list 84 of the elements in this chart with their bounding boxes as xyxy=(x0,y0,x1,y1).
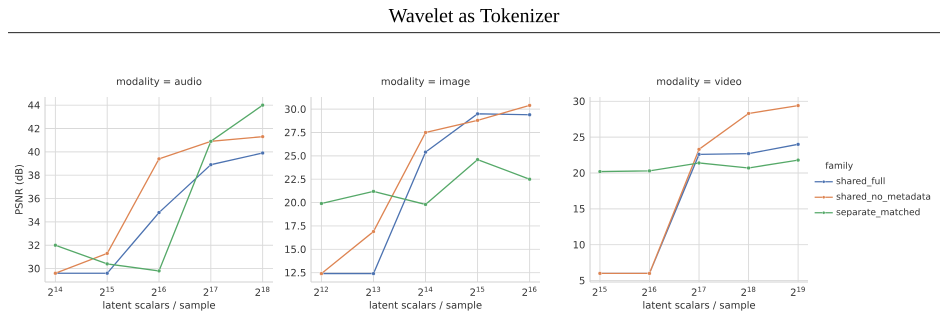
point xyxy=(528,112,532,117)
point xyxy=(696,147,702,152)
point xyxy=(423,130,428,135)
y-tick-label: 30.0 xyxy=(284,105,306,113)
y-tick-label: 42 xyxy=(28,124,40,132)
point xyxy=(371,229,376,234)
legend-label: shared_no_metadata xyxy=(836,192,930,202)
y-tick-label: 34 xyxy=(28,218,40,226)
point xyxy=(105,251,110,256)
y-tick-label: 30 xyxy=(28,264,40,272)
x-tick-label: 2$^{15}$ xyxy=(100,286,114,296)
point xyxy=(156,210,162,215)
chart-title: modality = audio xyxy=(116,77,202,87)
point xyxy=(156,268,162,273)
point xyxy=(208,162,213,167)
point xyxy=(796,142,800,146)
y-tick-label: 12.5 xyxy=(285,268,306,276)
point xyxy=(260,150,265,156)
legend-label: shared_full xyxy=(836,177,884,186)
point xyxy=(696,152,702,156)
y-tick-label: 27.5 xyxy=(284,128,306,136)
x-tick-label: 2$^{17}$ xyxy=(692,286,706,296)
y-axis-title: PSNR (dB) xyxy=(14,164,24,214)
y-tick-label: 25.0 xyxy=(284,152,306,160)
point xyxy=(796,104,800,108)
x-tick-label: 2$^{18}$ xyxy=(741,286,756,296)
y-tick-label: 44 xyxy=(28,102,40,109)
point xyxy=(260,103,265,108)
point xyxy=(371,189,376,194)
point xyxy=(156,156,162,161)
y-tick-label: 15.0 xyxy=(285,246,306,254)
y-tick-label: 36 xyxy=(28,194,40,202)
point xyxy=(423,150,428,154)
text: Wavelet as Tokenizer xyxy=(388,8,560,22)
point xyxy=(647,168,652,173)
point xyxy=(423,202,428,207)
point xyxy=(105,262,110,266)
point xyxy=(476,158,480,162)
x-tick-label: 2$^{19}$ xyxy=(790,286,805,296)
y-tick-label: 32 xyxy=(28,241,40,250)
y-tick-label: 10 xyxy=(574,240,585,248)
y-tick-label: 25 xyxy=(573,133,584,141)
point xyxy=(476,112,480,116)
point xyxy=(696,160,702,166)
point xyxy=(53,243,58,248)
y-tick-label: 30 xyxy=(573,98,585,106)
x-tick-label: 2$^{12}$ xyxy=(314,286,328,296)
y-tick-label: 20.0 xyxy=(284,198,306,206)
point xyxy=(319,201,324,206)
x-tick-label: 2$^{15}$ xyxy=(470,286,484,296)
point xyxy=(528,177,532,182)
chart-title: modality = image xyxy=(382,77,470,87)
chart-title: modality = video xyxy=(657,77,742,87)
x-tick-label: 2$^{14}$ xyxy=(48,286,62,296)
x-axis-title: latent scalars / sample xyxy=(643,301,756,311)
x-axis-title: latent scalars / sample xyxy=(103,301,216,311)
point xyxy=(598,170,602,174)
legend-title: family xyxy=(825,162,853,171)
point xyxy=(746,166,751,170)
y-tick-label: 17.5 xyxy=(285,222,306,230)
x-tick-label: 2$^{14}$ xyxy=(418,286,432,296)
point xyxy=(746,152,751,156)
point xyxy=(476,118,480,122)
x-tick-label: 2$^{13}$ xyxy=(366,286,380,296)
x-tick-label: 2$^{18}$ xyxy=(255,286,270,296)
x-axis-title: latent scalars / sample xyxy=(370,301,482,311)
y-tick-label: 22.5 xyxy=(284,175,306,183)
x-tick-label: 2$^{16}$ xyxy=(152,286,166,296)
y-tick-label: 40 xyxy=(28,148,40,156)
point xyxy=(528,103,532,108)
point xyxy=(796,158,800,162)
x-tick-label: 2$^{17}$ xyxy=(204,286,218,296)
x-tick-label: 2$^{15}$ xyxy=(592,286,607,296)
x-tick-label: 2$^{16}$ xyxy=(522,286,536,296)
x-tick-label: 2$^{16}$ xyxy=(642,286,656,296)
y-tick-label: 38 xyxy=(28,171,40,179)
point xyxy=(371,272,376,276)
y-tick-label: 20 xyxy=(573,169,585,177)
legend-label: separate_matched xyxy=(836,208,920,218)
y-tick-label: 15 xyxy=(574,205,584,213)
y-tick-label: 5 xyxy=(580,276,584,284)
point xyxy=(260,134,265,139)
point xyxy=(746,111,751,116)
point xyxy=(105,271,110,276)
